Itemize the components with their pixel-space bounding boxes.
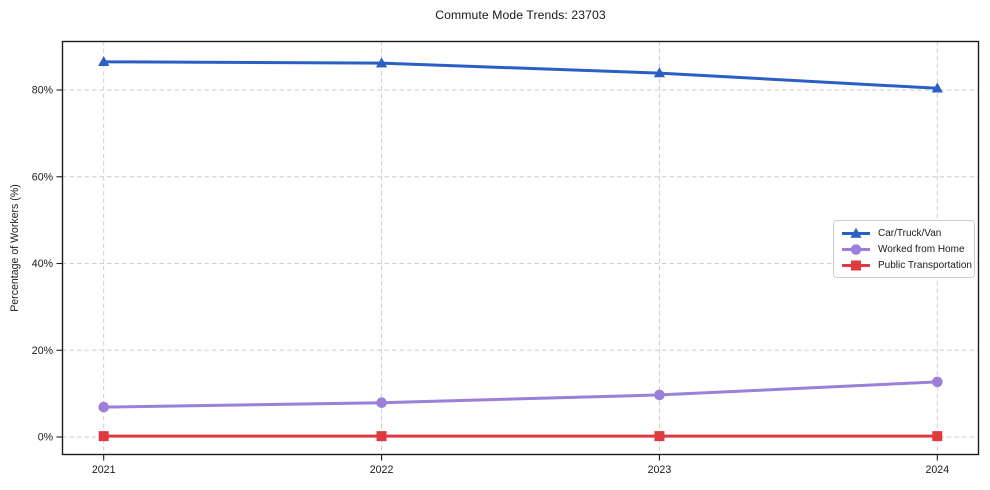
data-point-public-transportation-2024 bbox=[932, 431, 943, 442]
data-point-car-truck-van-2024 bbox=[931, 82, 943, 93]
axes-spines bbox=[61, 40, 980, 456]
legend-label: Car/Truck/Van bbox=[878, 228, 942, 240]
data-point-worked-from-home-2023 bbox=[654, 389, 665, 401]
series-public-transportation bbox=[98, 431, 943, 442]
axis-ticks bbox=[56, 89, 938, 461]
legend-marker-square-icon bbox=[842, 260, 870, 271]
chart-title: Commute Mode Trends: 23703 bbox=[435, 8, 606, 22]
y-tick-label-20: 20% bbox=[32, 345, 54, 357]
legend-item-car-truck-van: Car/Truck/Van bbox=[841, 226, 967, 241]
legend-marker-glyph bbox=[850, 244, 862, 255]
legend: Car/Truck/Van Worked from Home Public Tran… bbox=[833, 220, 975, 278]
series-car-truck-van bbox=[98, 56, 943, 93]
data-point-worked-from-home-2022 bbox=[376, 397, 387, 409]
legend-item-worked-from-home: Worked from Home bbox=[841, 242, 967, 257]
series-line-worked-from-home bbox=[102, 380, 939, 409]
x-tick-label-2021: 2021 bbox=[92, 464, 116, 476]
legend-label: Public Transportation bbox=[878, 259, 972, 271]
legend-marker-circle-icon bbox=[842, 244, 870, 255]
data-point-car-truck-van-2023 bbox=[653, 67, 666, 78]
data-point-worked-from-home-2024 bbox=[932, 376, 943, 388]
series-worked-from-home bbox=[98, 376, 943, 413]
x-tick-label-2022: 2022 bbox=[370, 464, 394, 476]
x-tick-label-2023: 2023 bbox=[648, 464, 672, 476]
legend-label: Worked from Home bbox=[878, 243, 965, 255]
y-tick-label-80: 80% bbox=[32, 85, 54, 97]
data-point-car-truck-van-2021 bbox=[98, 56, 110, 67]
legend-marker-glyph bbox=[850, 228, 862, 239]
data-point-car-truck-van-2022 bbox=[375, 57, 388, 68]
legend-marker-triangle-icon bbox=[842, 228, 870, 239]
data-point-worked-from-home-2021 bbox=[98, 401, 109, 413]
axis-tick-labels: 0% 20% 40% 60% 80% 2021 2022 2023 2024 bbox=[32, 85, 949, 476]
x-tick-label-2024: 2024 bbox=[926, 464, 950, 476]
series-line-car-truck-van bbox=[102, 60, 939, 90]
data-point-public-transportation-2022 bbox=[376, 431, 387, 442]
legend-marker-glyph bbox=[851, 260, 861, 271]
data-point-public-transportation-2021 bbox=[98, 431, 109, 442]
y-tick-label-60: 60% bbox=[32, 171, 54, 183]
data-point-public-transportation-2023 bbox=[654, 431, 665, 442]
y-tick-label-40: 40% bbox=[32, 258, 54, 270]
y-tick-label-0: 0% bbox=[38, 432, 54, 444]
legend-item-public-transportation: Public Transportation bbox=[841, 258, 972, 273]
